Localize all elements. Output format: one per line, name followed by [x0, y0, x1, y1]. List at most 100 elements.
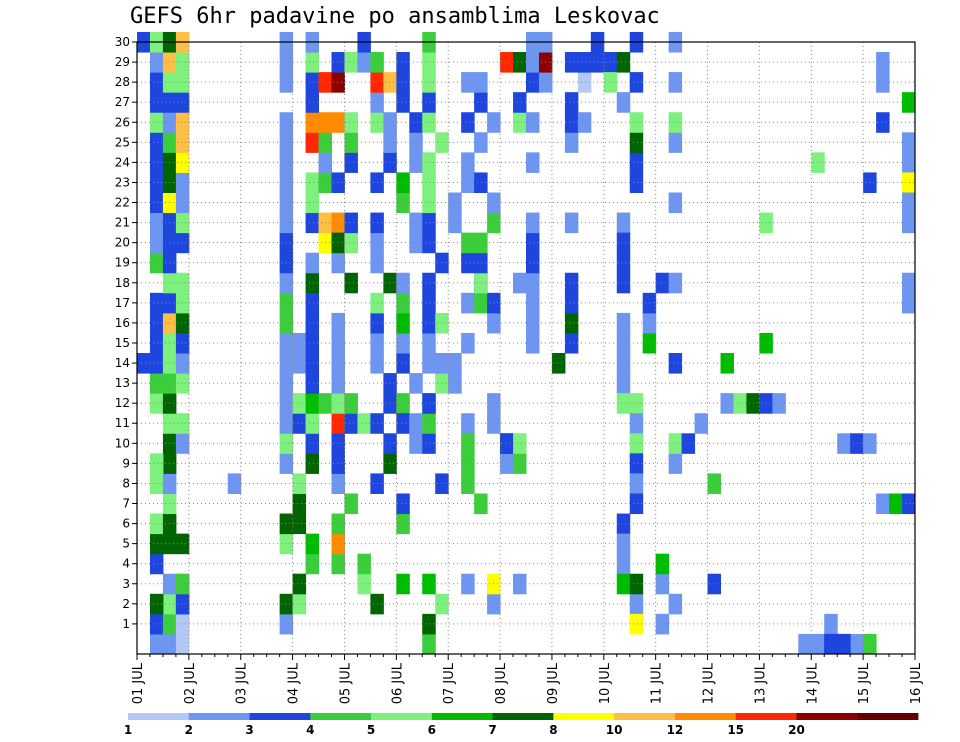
legend-label: 10 — [606, 723, 623, 737]
heatmap-cell — [655, 272, 670, 294]
y-tick-label: 28 — [115, 75, 130, 89]
heatmap-cell — [564, 292, 579, 314]
heatmap-cell — [526, 52, 540, 73]
heatmap-cell — [279, 252, 294, 274]
x-tick-label: 07 JUL — [442, 662, 457, 704]
heatmap-cell — [526, 112, 540, 133]
heatmap-cell — [383, 72, 397, 93]
heatmap-cell — [149, 112, 164, 133]
heatmap-cell — [474, 92, 488, 113]
heatmap-cell — [175, 413, 190, 434]
heatmap-cell — [396, 52, 410, 73]
heatmap-cell — [331, 453, 345, 474]
heatmap-cell — [175, 212, 190, 234]
heatmap-cell — [344, 132, 358, 153]
heatmap-cell — [305, 312, 320, 334]
heatmap-cell — [357, 52, 371, 73]
y-tick-label: 14 — [115, 356, 130, 370]
heatmap-cell — [175, 152, 190, 173]
heatmap-cell — [629, 112, 644, 133]
x-tick-label: 16 JUL — [909, 662, 924, 704]
heatmap-cell — [668, 112, 683, 133]
y-tick-label: 30 — [115, 35, 130, 49]
legend-label: 12 — [667, 723, 684, 737]
heatmap-cell — [175, 433, 190, 454]
heatmap-cell — [564, 132, 579, 153]
heatmap-cell — [279, 212, 294, 234]
heatmap-cell — [279, 513, 294, 535]
heatmap-cell — [331, 373, 345, 394]
heatmap-cell — [175, 232, 190, 254]
heatmap-cell — [292, 513, 307, 535]
heatmap-cell — [279, 533, 294, 555]
heatmap-cell — [396, 192, 410, 214]
heatmap-cell — [331, 52, 345, 73]
y-tick-label: 23 — [115, 175, 130, 189]
legend-swatch — [857, 713, 919, 720]
heatmap-cell — [383, 132, 397, 153]
legend-swatch — [492, 713, 554, 720]
heatmap-cell — [396, 413, 410, 434]
heatmap-cell — [513, 272, 527, 294]
x-tick-label: 14 JUL — [805, 662, 820, 704]
heatmap-cell — [629, 473, 644, 494]
y-tick-label: 3 — [122, 577, 130, 591]
heatmap-cell — [305, 373, 320, 394]
heatmap-cell — [513, 573, 527, 595]
heatmap-cell — [564, 272, 579, 294]
heatmap-cell — [902, 212, 916, 234]
heatmap-cell — [279, 433, 294, 454]
heatmap-cell — [383, 272, 397, 294]
heatmap-cell — [279, 292, 294, 314]
heatmap-cell — [396, 513, 410, 535]
heatmap-cell — [305, 132, 320, 153]
heatmap-cell — [720, 353, 734, 374]
heatmap-cell — [292, 593, 307, 615]
x-tick-label: 03 JUL — [235, 662, 250, 704]
heatmap-cell — [331, 533, 345, 555]
heatmap-cell — [175, 92, 190, 113]
legend-label: 3 — [245, 723, 253, 737]
heatmap-cell — [344, 232, 358, 254]
heatmap-cell — [279, 453, 294, 474]
heatmap-cell — [292, 393, 307, 414]
heatmap-cell — [616, 212, 631, 234]
heatmap-cell — [655, 573, 670, 595]
heatmap-cell — [149, 553, 164, 575]
y-tick-label: 9 — [122, 456, 130, 470]
y-tick-label: 19 — [115, 256, 130, 270]
legend-label: 5 — [367, 723, 375, 737]
heatmap-cell — [526, 72, 540, 93]
heatmap-cell — [655, 613, 670, 635]
legend-label: 4 — [306, 723, 314, 737]
y-tick-label: 6 — [122, 517, 130, 531]
heatmap-cell — [331, 413, 345, 434]
heatmap-cell — [409, 152, 423, 173]
heatmap-cell — [331, 332, 345, 354]
heatmap-cell — [474, 252, 488, 274]
heatmap-cell — [616, 312, 631, 334]
x-tick-label: 05 JUL — [338, 662, 353, 704]
legend-label: 1 — [124, 723, 132, 737]
heatmap-cell — [629, 613, 644, 635]
heatmap-cell — [305, 92, 320, 113]
heatmap-cell — [526, 152, 540, 173]
heatmap-cell — [331, 393, 345, 414]
legend-swatch — [371, 713, 433, 720]
heatmap-cell — [461, 152, 475, 173]
heatmap-cell — [149, 292, 164, 314]
heatmap-cell — [513, 433, 527, 454]
heatmap-cell — [305, 393, 320, 414]
heatmap-cell — [448, 192, 462, 214]
heatmap-cell — [811, 152, 825, 173]
heatmap-cell — [733, 393, 747, 414]
heatmap-cell — [383, 152, 397, 173]
heatmap-cell — [474, 292, 488, 314]
heatmap-cell — [564, 212, 579, 234]
heatmap-cell — [279, 373, 294, 394]
heatmap-cell — [344, 393, 358, 414]
heatmap-cell — [331, 212, 345, 234]
x-tick-label: 15 JUL — [857, 662, 872, 704]
legend-swatch — [310, 713, 372, 720]
